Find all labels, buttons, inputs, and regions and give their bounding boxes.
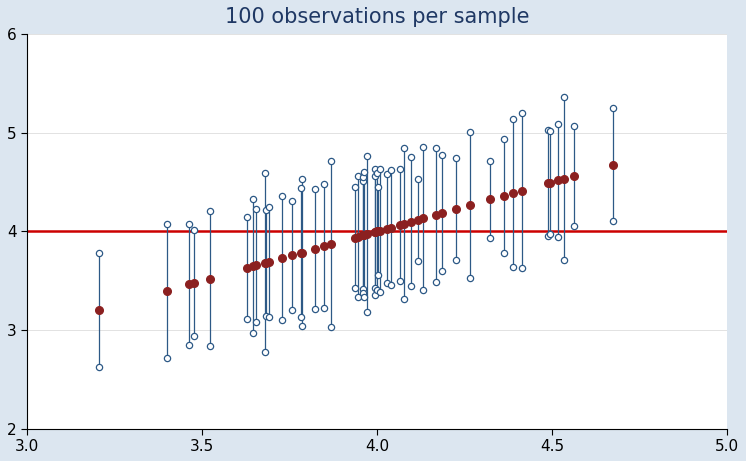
- Title: 100 observations per sample: 100 observations per sample: [225, 7, 530, 27]
